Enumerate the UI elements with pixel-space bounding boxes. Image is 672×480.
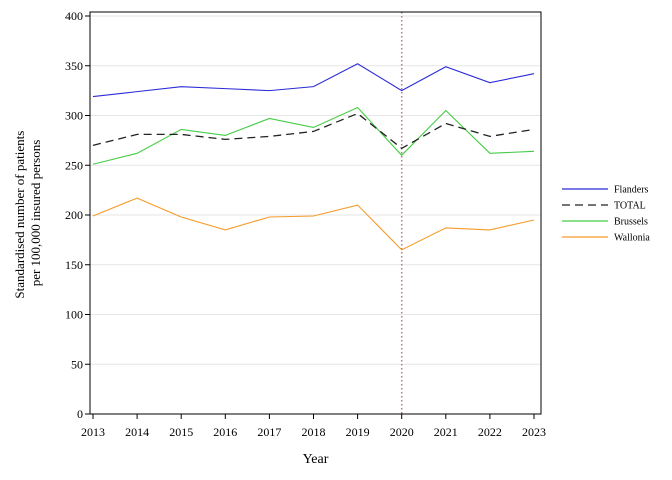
- legend-label-total: TOTAL: [614, 201, 646, 212]
- y-tick-label: 50: [71, 357, 83, 371]
- grid-lines: [90, 15, 541, 365]
- x-tick-label: 2020: [390, 425, 414, 439]
- x-tick-label: 2016: [213, 425, 237, 439]
- series-line-flanders: [92, 63, 535, 98]
- y-tick-label: 300: [65, 109, 83, 123]
- y-tick-label: 250: [65, 158, 83, 172]
- series-line-wallonia: [92, 197, 535, 251]
- x-tick-label: 2015: [169, 425, 193, 439]
- x-tick-label: 2021: [434, 425, 458, 439]
- legend-label-brussels: Brussels: [614, 217, 648, 228]
- y-tick-label: 200: [65, 208, 83, 222]
- x-tick-label: 2019: [346, 425, 370, 439]
- series-line-brussels: [92, 106, 535, 165]
- x-tick-label: 2018: [302, 425, 326, 439]
- legend-label-wallonia: Wallonia: [614, 233, 650, 244]
- series-line-total: [92, 112, 535, 150]
- series-lines: [92, 63, 535, 251]
- y-tick-label: 100: [65, 308, 83, 322]
- y-axis-label: Standardised number of patients per 100,…: [12, 127, 43, 298]
- y-tick-label: 150: [65, 258, 83, 272]
- legend: Flanders TOTAL Brussels Wallonia: [562, 185, 650, 244]
- y-tick-label: 0: [77, 407, 83, 421]
- y-tick-label: 350: [65, 59, 83, 73]
- x-tick-label: 2022: [478, 425, 502, 439]
- y-tick-label: 400: [65, 9, 83, 23]
- y-axis: 0 50 100 150 200 250 300 350 400: [65, 9, 90, 421]
- legend-label-flanders: Flanders: [614, 185, 649, 196]
- x-tick-label: 2023: [522, 425, 546, 439]
- x-axis: 2013 2014 2015 2016 2017 2018 2019 2020 2021 2022…: [81, 414, 546, 439]
- x-tick-label: 2014: [125, 425, 149, 439]
- y-axis-label-line-1: Standardised number of patients: [12, 131, 27, 299]
- x-tick-label: 2013: [81, 425, 105, 439]
- x-axis-label: Year: [303, 452, 329, 467]
- y-axis-label-line-2: per 100,000 insured persons: [28, 140, 43, 287]
- plot-frame: [89, 11, 542, 415]
- x-tick-label: 2017: [257, 425, 281, 439]
